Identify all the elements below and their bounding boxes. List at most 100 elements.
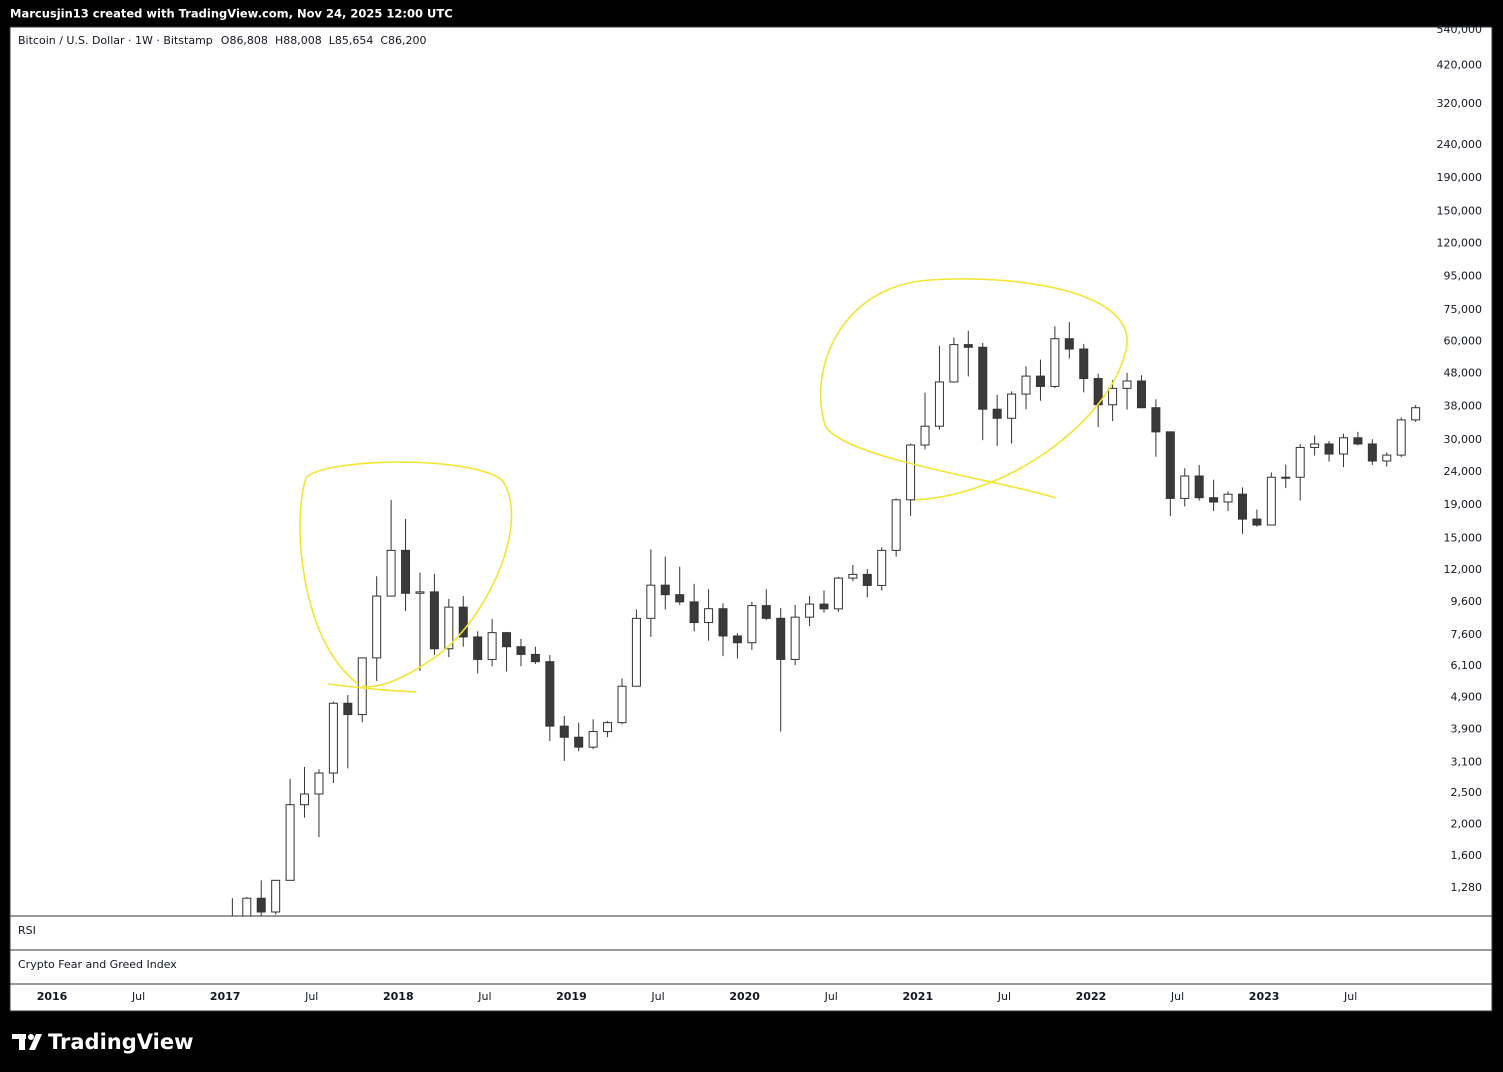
candle-body bbox=[862, 573, 872, 586]
candle-body bbox=[1295, 446, 1305, 478]
candle-body bbox=[906, 444, 916, 501]
candle-body bbox=[1324, 443, 1334, 455]
candle-body bbox=[660, 584, 670, 596]
logo-mark bbox=[28, 1034, 34, 1040]
candle-body bbox=[574, 736, 584, 748]
y-tick-label: 15,000 bbox=[1444, 532, 1483, 545]
candle-body bbox=[300, 793, 310, 806]
candle-body bbox=[617, 685, 627, 724]
ohlc-value: L85,654 bbox=[329, 34, 374, 47]
candle-body bbox=[1165, 431, 1175, 499]
candle-body bbox=[502, 632, 512, 648]
logo-text: TradingView bbox=[48, 1030, 193, 1054]
candle-body bbox=[1007, 393, 1017, 419]
logo: TradingView bbox=[12, 1030, 193, 1054]
yellow-stroke bbox=[327, 683, 417, 693]
x-tick-label: 2018 bbox=[383, 990, 414, 1003]
candles bbox=[231, 321, 1421, 916]
ohlc-value: H88,008 bbox=[275, 34, 322, 47]
candle-body bbox=[1338, 437, 1348, 455]
candle-body bbox=[1353, 437, 1363, 445]
y-tick-label: 420,000 bbox=[1437, 59, 1483, 72]
y-tick-label: 6,100 bbox=[1451, 659, 1483, 672]
x-tick-label: Jul bbox=[131, 990, 145, 1003]
candle-body bbox=[386, 549, 396, 597]
candle-body bbox=[256, 897, 266, 913]
candle-body bbox=[401, 549, 411, 594]
annotations bbox=[299, 278, 1128, 693]
candle-body bbox=[1310, 443, 1320, 448]
candle-body bbox=[1396, 419, 1406, 456]
candle-body bbox=[1223, 493, 1233, 503]
y-tick-label: 540,000 bbox=[1437, 23, 1483, 36]
y-tick-label: 4,900 bbox=[1451, 690, 1483, 703]
candle-body bbox=[530, 653, 540, 663]
y-tick-label: 38,000 bbox=[1444, 400, 1483, 413]
x-tick-label: Jul bbox=[824, 990, 838, 1003]
candle-body bbox=[891, 499, 901, 551]
x-tick-label: 2023 bbox=[1249, 990, 1280, 1003]
y-tick-label: 2,500 bbox=[1451, 786, 1483, 799]
x-tick-label: 2021 bbox=[902, 990, 933, 1003]
candle-body bbox=[805, 603, 815, 618]
candle-body bbox=[761, 605, 771, 619]
yellow-circle bbox=[299, 461, 513, 688]
candle-body bbox=[732, 635, 742, 644]
candle-body bbox=[819, 603, 829, 610]
candle-body bbox=[776, 617, 786, 660]
candle-body bbox=[1382, 454, 1392, 462]
y-tick-label: 2,000 bbox=[1451, 818, 1483, 831]
x-tick-label: Jul bbox=[1343, 990, 1357, 1003]
candle-body bbox=[675, 594, 685, 603]
y-tick-label: 120,000 bbox=[1437, 236, 1483, 249]
candle-body bbox=[949, 344, 959, 383]
candle-body bbox=[877, 549, 887, 586]
candle-body bbox=[545, 661, 555, 727]
candle-body bbox=[603, 722, 613, 733]
candle-body bbox=[372, 595, 382, 659]
candle-body bbox=[1079, 348, 1089, 380]
y-tick-label: 1,600 bbox=[1451, 849, 1483, 862]
candle-body bbox=[1136, 380, 1146, 409]
candle-body bbox=[1252, 518, 1262, 526]
x-tick-label: Jul bbox=[650, 990, 664, 1003]
candle-body bbox=[689, 601, 699, 624]
candle-body bbox=[487, 632, 497, 660]
candle-body bbox=[1064, 338, 1074, 350]
y-tick-label: 30,000 bbox=[1444, 433, 1483, 446]
candle-body bbox=[631, 617, 641, 687]
candle-body bbox=[285, 804, 295, 881]
y-tick-label: 190,000 bbox=[1437, 171, 1483, 184]
axes: 540,000 420,000 320,000 240,000 190,000 150,0… bbox=[37, 23, 1482, 1003]
candle-body bbox=[718, 608, 728, 637]
candle-body bbox=[343, 702, 353, 716]
y-tick-label: 12,000 bbox=[1444, 563, 1483, 576]
candle-body bbox=[963, 344, 973, 348]
candle-body bbox=[271, 879, 281, 913]
x-tick-label: Jul bbox=[1170, 990, 1184, 1003]
y-tick-label: 48,000 bbox=[1444, 366, 1483, 379]
candle-body bbox=[1021, 375, 1031, 395]
candle-body bbox=[1050, 338, 1060, 387]
candle-body bbox=[1122, 380, 1132, 389]
candle-body bbox=[559, 725, 569, 738]
candle-body bbox=[848, 573, 858, 579]
candle-body bbox=[920, 425, 930, 446]
candle-body bbox=[1266, 476, 1276, 526]
candle-body bbox=[934, 381, 944, 427]
y-tick-label: 1,280 bbox=[1451, 881, 1483, 894]
candle-body bbox=[646, 584, 656, 619]
candle-body bbox=[444, 606, 454, 650]
logo-mark bbox=[19, 1034, 25, 1050]
candle-body bbox=[1108, 387, 1118, 406]
pane-label: Crypto Fear and Greed Index bbox=[18, 958, 177, 971]
x-tick-label: 2016 bbox=[37, 990, 68, 1003]
candle-body bbox=[1180, 475, 1190, 499]
x-tick-label: 2017 bbox=[210, 990, 241, 1003]
candle-body bbox=[992, 408, 1002, 419]
candle-body bbox=[1209, 497, 1219, 503]
candle-body bbox=[1281, 476, 1291, 479]
yellow-circle bbox=[819, 278, 1128, 501]
candle-body bbox=[833, 577, 843, 610]
